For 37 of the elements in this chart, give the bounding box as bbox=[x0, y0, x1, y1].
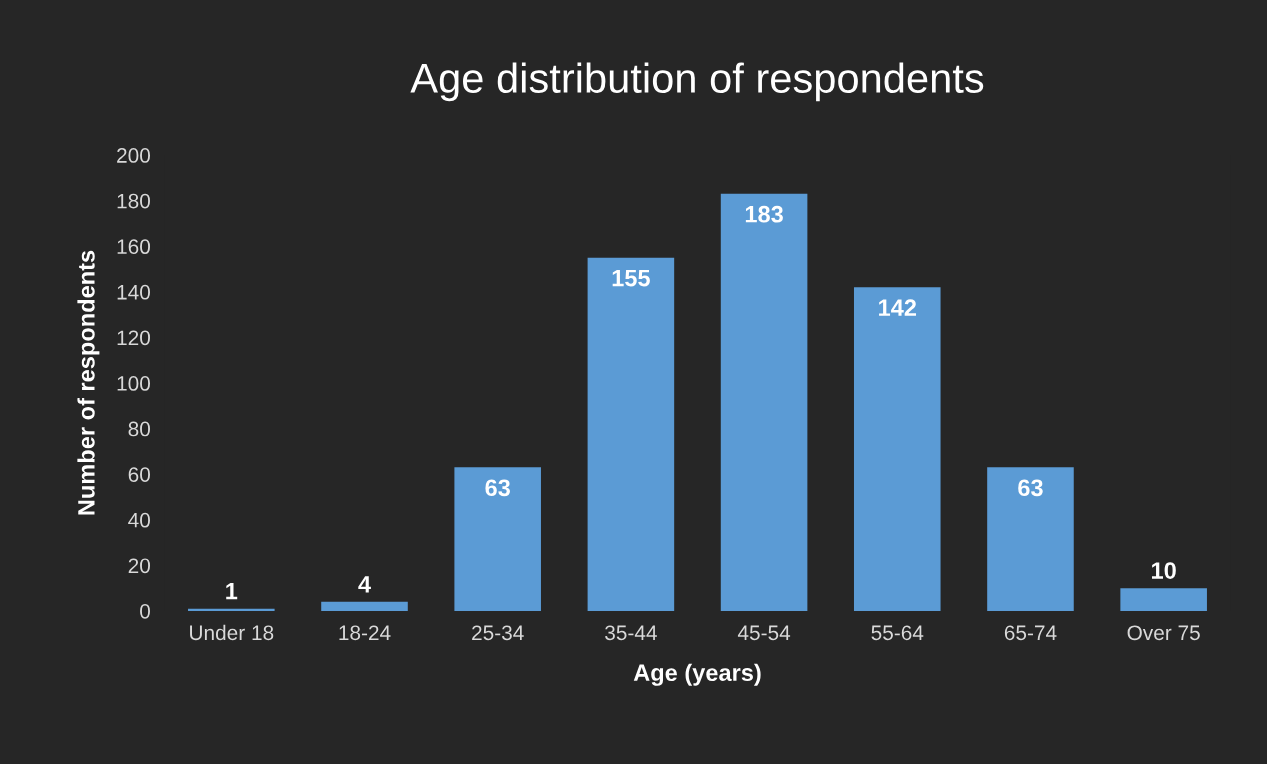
x-tick-label: 65-74 bbox=[1004, 625, 1057, 641]
chart-title: Age distribution of respondents bbox=[410, 62, 984, 102]
data-label: 10 bbox=[1152, 562, 1176, 579]
bar bbox=[454, 467, 541, 611]
data-label: 142 bbox=[879, 299, 917, 316]
x-tick-label: Under 18 bbox=[190, 624, 274, 641]
x-tick-label: 18-24 bbox=[339, 625, 391, 641]
bar bbox=[1120, 588, 1207, 611]
bar bbox=[587, 257, 675, 611]
x-tick-label: Over 75 bbox=[1127, 625, 1200, 641]
bar bbox=[720, 193, 808, 611]
y-tick-label: 200 bbox=[117, 148, 151, 163]
x-tick-label: 25-34 bbox=[472, 625, 524, 641]
y-tick-label: 120 bbox=[117, 330, 151, 346]
bar bbox=[987, 467, 1074, 611]
y-tick-label: 60 bbox=[128, 467, 151, 482]
x-tick-label: 45-54 bbox=[737, 625, 791, 641]
data-label: 183 bbox=[745, 205, 783, 223]
data-label: 1 bbox=[226, 582, 238, 600]
y-tick-label: 100 bbox=[117, 376, 151, 391]
y-tick-label: 80 bbox=[128, 421, 151, 437]
y-tick-label: 40 bbox=[128, 512, 151, 528]
y-tick-label: 160 bbox=[117, 239, 151, 255]
bar bbox=[321, 601, 408, 611]
y-axis-title: Number of respondents bbox=[77, 250, 100, 515]
y-tick-label: 180 bbox=[117, 193, 151, 209]
data-label: 4 bbox=[358, 576, 371, 593]
data-label: 155 bbox=[612, 269, 650, 287]
y-tick-label: 140 bbox=[117, 284, 151, 300]
bar bbox=[853, 287, 941, 611]
data-label: 63 bbox=[1018, 479, 1043, 497]
y-tick-label: 20 bbox=[128, 558, 151, 574]
y-tick-label: 0 bbox=[140, 603, 151, 619]
x-tick-label: 35-44 bbox=[605, 625, 657, 641]
x-axis-title: Age (years) bbox=[633, 663, 761, 686]
data-label: 63 bbox=[485, 479, 510, 497]
x-tick-label: 55-64 bbox=[871, 625, 924, 641]
